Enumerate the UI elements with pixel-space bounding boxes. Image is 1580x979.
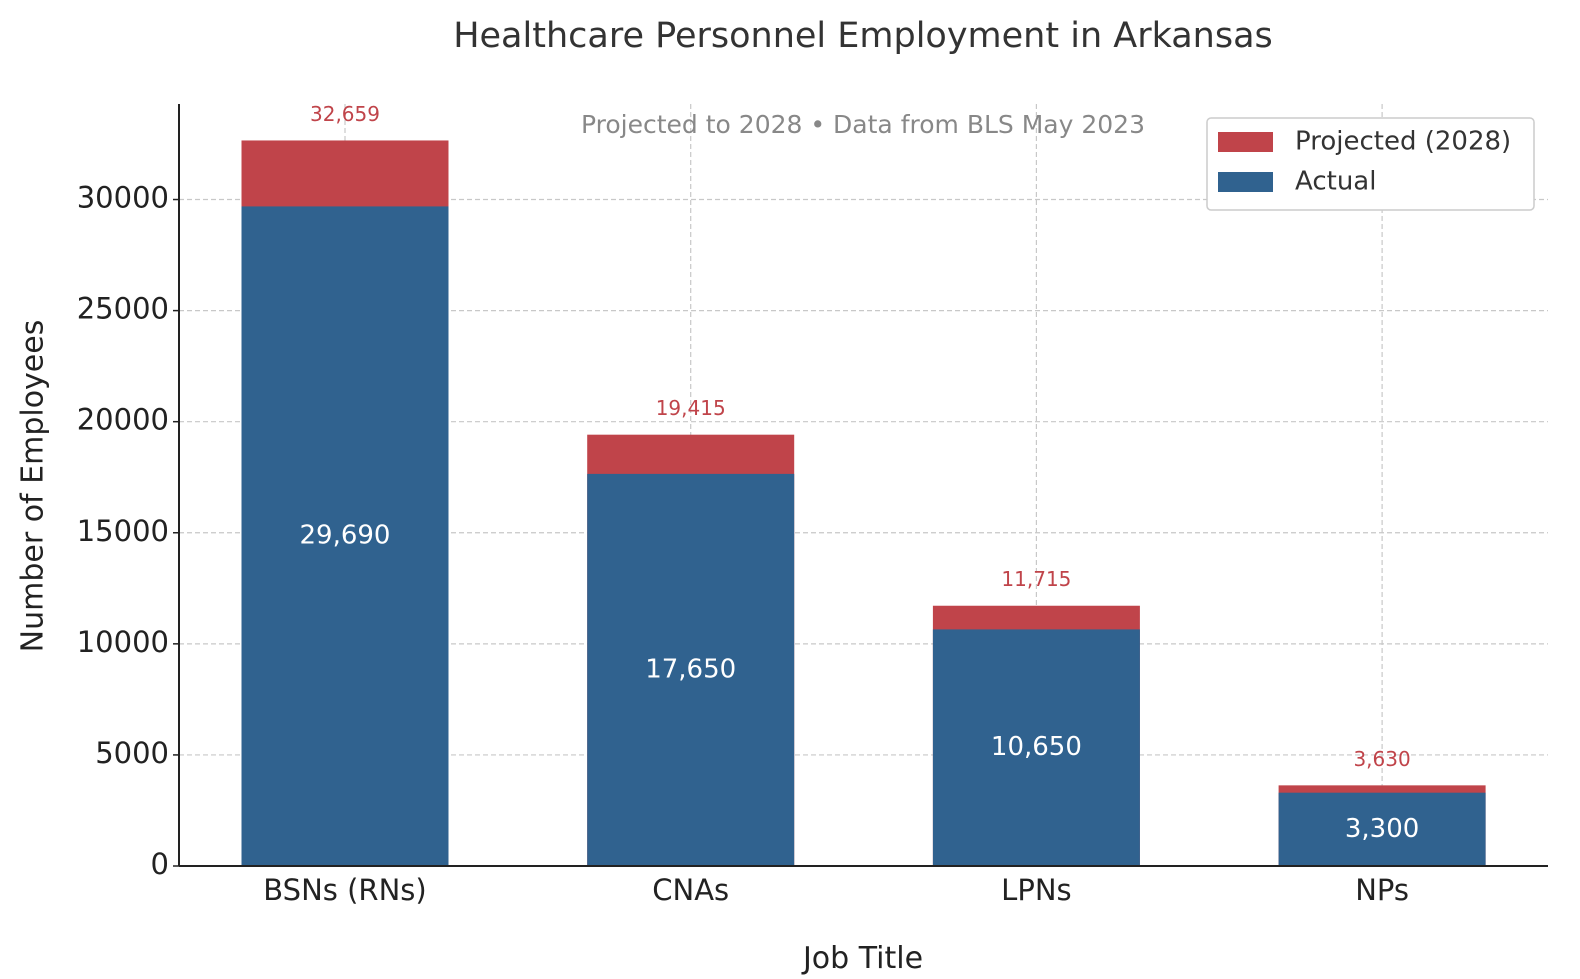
value-label: 10,650 (991, 732, 1082, 762)
y-tick-label: 5000 (95, 736, 169, 770)
legend-swatch (1218, 132, 1273, 152)
x-tick-label: NPs (1355, 873, 1409, 907)
legend-swatch (1218, 172, 1273, 192)
legend-label: Projected (2028) (1295, 127, 1511, 157)
y-tick-label: 25000 (77, 292, 169, 326)
y-axis-label: Number of Employees (16, 320, 51, 653)
value-label: 17,650 (645, 654, 736, 684)
y-tick-label: 30000 (77, 181, 169, 215)
x-tick-label: BSNs (RNs) (263, 873, 426, 907)
annotation: Projected to 2028 • Data from BLS May 20… (581, 110, 1145, 139)
value-label: 3,300 (1345, 814, 1419, 844)
bar (241, 206, 449, 867)
y-tick-label: 20000 (77, 403, 169, 437)
x-tick-label: LPNs (1001, 873, 1071, 907)
bar (1278, 792, 1486, 866)
bar (932, 629, 1140, 866)
value-label: 32,659 (310, 102, 380, 126)
legend-label: Actual (1295, 167, 1376, 197)
value-label: 3,630 (1353, 747, 1410, 771)
chart-title: Healthcare Personnel Employment in Arkan… (453, 16, 1273, 56)
value-label: 29,690 (300, 521, 391, 551)
value-label: 11,715 (1001, 567, 1071, 591)
y-tick-label: 0 (151, 847, 169, 881)
value-label: 19,415 (656, 396, 726, 420)
x-axis-label: Job Title (801, 941, 923, 976)
y-tick-label: 15000 (77, 514, 169, 548)
y-tick-label: 10000 (77, 625, 169, 659)
legend-box (1206, 117, 1535, 211)
x-tick-label: CNAs (652, 873, 729, 907)
bar (587, 473, 795, 866)
